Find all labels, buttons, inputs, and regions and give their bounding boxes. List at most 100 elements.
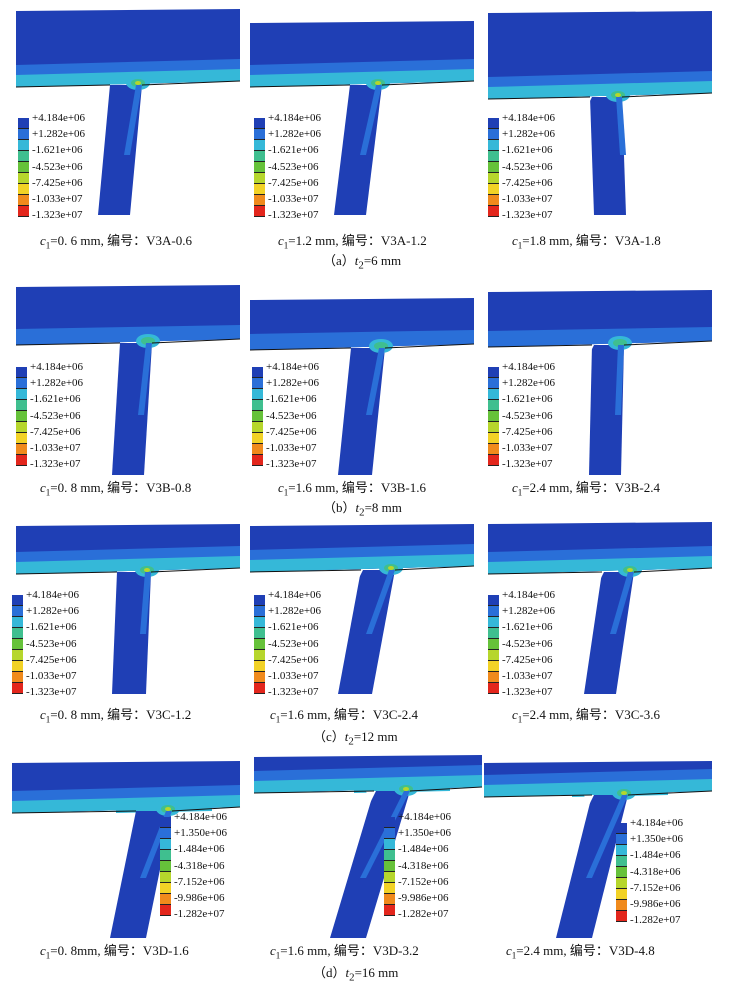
legend-label: -7.152e+06 bbox=[630, 881, 681, 894]
caption-v3d-3-2: c1=1.6 mm, 编号：V3D-3.2 bbox=[270, 943, 419, 961]
legend-label: -1.621e+06 bbox=[266, 393, 317, 406]
legend-swatch bbox=[254, 595, 265, 606]
legend-swatch bbox=[616, 867, 627, 878]
legend-swatch bbox=[12, 672, 23, 683]
deformed-t-joint bbox=[249, 524, 475, 694]
legend-colorbar bbox=[488, 595, 499, 694]
legend-label: -1.484e+06 bbox=[398, 843, 449, 856]
legend-swatch bbox=[488, 140, 499, 151]
legend-label: +1.282e+06 bbox=[30, 377, 84, 390]
legend-colorbar bbox=[252, 367, 263, 466]
caption-v3d-4-8: c1=2.4 mm, 编号：V3D-4.8 bbox=[506, 943, 655, 961]
fe-contour-plot bbox=[15, 524, 241, 694]
panel-v3d-4-8: +4.184e+06 +1.350e+06 -1.484e+06 -4.318e+06… bbox=[484, 755, 719, 987]
legend-label: +4.184e+06 bbox=[268, 112, 322, 124]
legend-swatch bbox=[254, 184, 265, 195]
legend-swatch bbox=[488, 367, 499, 378]
legend-swatch bbox=[488, 444, 499, 455]
legend-label: -1.033e+07 bbox=[502, 441, 553, 454]
legend-label: -1.033e+07 bbox=[266, 441, 317, 454]
legend-swatch bbox=[254, 162, 265, 173]
caption-v3b-0-8: c1=0. 8 mm, 编号：V3B-0.8 bbox=[40, 480, 192, 498]
legend-colorbar bbox=[254, 118, 265, 217]
legend-label: -7.152e+06 bbox=[398, 875, 449, 888]
legend-label: +1.282e+06 bbox=[266, 377, 320, 390]
legend-swatch bbox=[488, 433, 499, 444]
legend-swatch bbox=[616, 856, 627, 867]
legend-swatch bbox=[160, 828, 171, 839]
deformed-t-joint bbox=[484, 761, 713, 938]
legend-colorbar bbox=[488, 118, 499, 217]
fe-contour-plot bbox=[249, 524, 475, 694]
panel-v3c-3-6: +4.184e+06 +1.282e+06 -1.621e+06 -4.523e+06… bbox=[484, 522, 719, 754]
legend-label: +4.184e+06 bbox=[174, 811, 228, 823]
legend-swatch bbox=[160, 817, 171, 828]
legend-colorbar bbox=[12, 595, 23, 694]
legend-label: -4.523e+06 bbox=[502, 160, 553, 173]
legend-label: +1.282e+06 bbox=[502, 605, 556, 618]
legend-colorbar bbox=[160, 817, 171, 916]
legend-swatch bbox=[488, 400, 499, 411]
legend-label: -7.425e+06 bbox=[268, 176, 319, 189]
legend-swatch bbox=[18, 140, 29, 151]
legend-swatch bbox=[488, 184, 499, 195]
caption-v3c-3-6: c1=2.4 mm, 编号：V3C-3.6 bbox=[512, 707, 660, 725]
fe-contour-plot bbox=[484, 761, 713, 938]
legend-label: +4.184e+06 bbox=[30, 361, 84, 373]
legend-label: -1.033e+07 bbox=[32, 192, 83, 205]
deformed-t-joint bbox=[15, 285, 241, 475]
legend-label: -7.425e+06 bbox=[30, 425, 81, 438]
legend-label: +1.282e+06 bbox=[268, 605, 322, 618]
legend-label: -4.523e+06 bbox=[502, 637, 553, 650]
deformed-t-joint bbox=[487, 290, 713, 475]
legend-swatch bbox=[252, 411, 263, 422]
legend-label: +1.282e+06 bbox=[502, 128, 556, 141]
panel-v3c-1-2: +4.184e+06 +1.282e+06 -1.621e+06 -4.523e+06… bbox=[12, 522, 247, 754]
legend-swatch bbox=[16, 422, 27, 433]
legend-swatch bbox=[160, 883, 171, 894]
legend-swatch bbox=[18, 118, 29, 129]
deformed-t-joint bbox=[15, 9, 241, 215]
legend-swatch bbox=[254, 129, 265, 140]
panel-v3a-1-8: +4.184e+06 +1.282e+06 -1.621e+06 -4.523e+06… bbox=[484, 5, 719, 237]
legend-label: -1.621e+06 bbox=[268, 621, 319, 634]
panel-v3a-0-6: +4.184e+06 +1.282e+06 -1.621e+06 -4.523e+06… bbox=[12, 5, 247, 237]
legend-swatch bbox=[252, 400, 263, 411]
legend-label: -1.323e+07 bbox=[268, 209, 319, 222]
legend-swatch bbox=[254, 606, 265, 617]
legend-swatch bbox=[384, 883, 395, 894]
legend-swatch bbox=[488, 606, 499, 617]
panel-v3d-1-6: +4.184e+06 +1.350e+06 -1.484e+06 -4.318e+06… bbox=[12, 755, 247, 987]
legend-swatch bbox=[16, 411, 27, 422]
legend-swatch bbox=[488, 118, 499, 129]
legend-label: -1.323e+07 bbox=[502, 686, 553, 699]
legend-swatch bbox=[12, 639, 23, 650]
legend-label: -1.621e+06 bbox=[26, 621, 77, 634]
fe-contour-plot bbox=[487, 290, 713, 475]
legend-swatch bbox=[616, 823, 627, 834]
legend-colorbar bbox=[488, 367, 499, 466]
legend-swatch bbox=[252, 422, 263, 433]
legend-label: +4.184e+06 bbox=[502, 589, 556, 601]
fe-contour-plot bbox=[249, 298, 475, 475]
legend-swatch bbox=[252, 389, 263, 400]
legend-label: -7.425e+06 bbox=[266, 425, 317, 438]
legend-swatch bbox=[12, 617, 23, 628]
legend-label: +1.350e+06 bbox=[174, 827, 228, 840]
legend-swatch bbox=[254, 650, 265, 661]
legend-swatch bbox=[12, 661, 23, 672]
deformed-t-joint bbox=[15, 524, 241, 694]
legend-swatch bbox=[252, 444, 263, 455]
legend-swatch bbox=[254, 617, 265, 628]
legend-swatch bbox=[252, 455, 263, 466]
legend-swatch bbox=[384, 817, 395, 828]
caption-v3b-1-6: c1=1.6 mm, 编号：V3B-1.6 bbox=[278, 480, 426, 498]
legend-swatch bbox=[616, 911, 627, 922]
legend-swatch bbox=[488, 411, 499, 422]
legend-label: -7.425e+06 bbox=[502, 176, 553, 189]
legend-label: -1.323e+07 bbox=[32, 209, 83, 222]
legend-swatch bbox=[252, 378, 263, 389]
deformed-t-joint bbox=[249, 21, 475, 215]
legend-swatch bbox=[16, 378, 27, 389]
legend-swatch bbox=[254, 639, 265, 650]
